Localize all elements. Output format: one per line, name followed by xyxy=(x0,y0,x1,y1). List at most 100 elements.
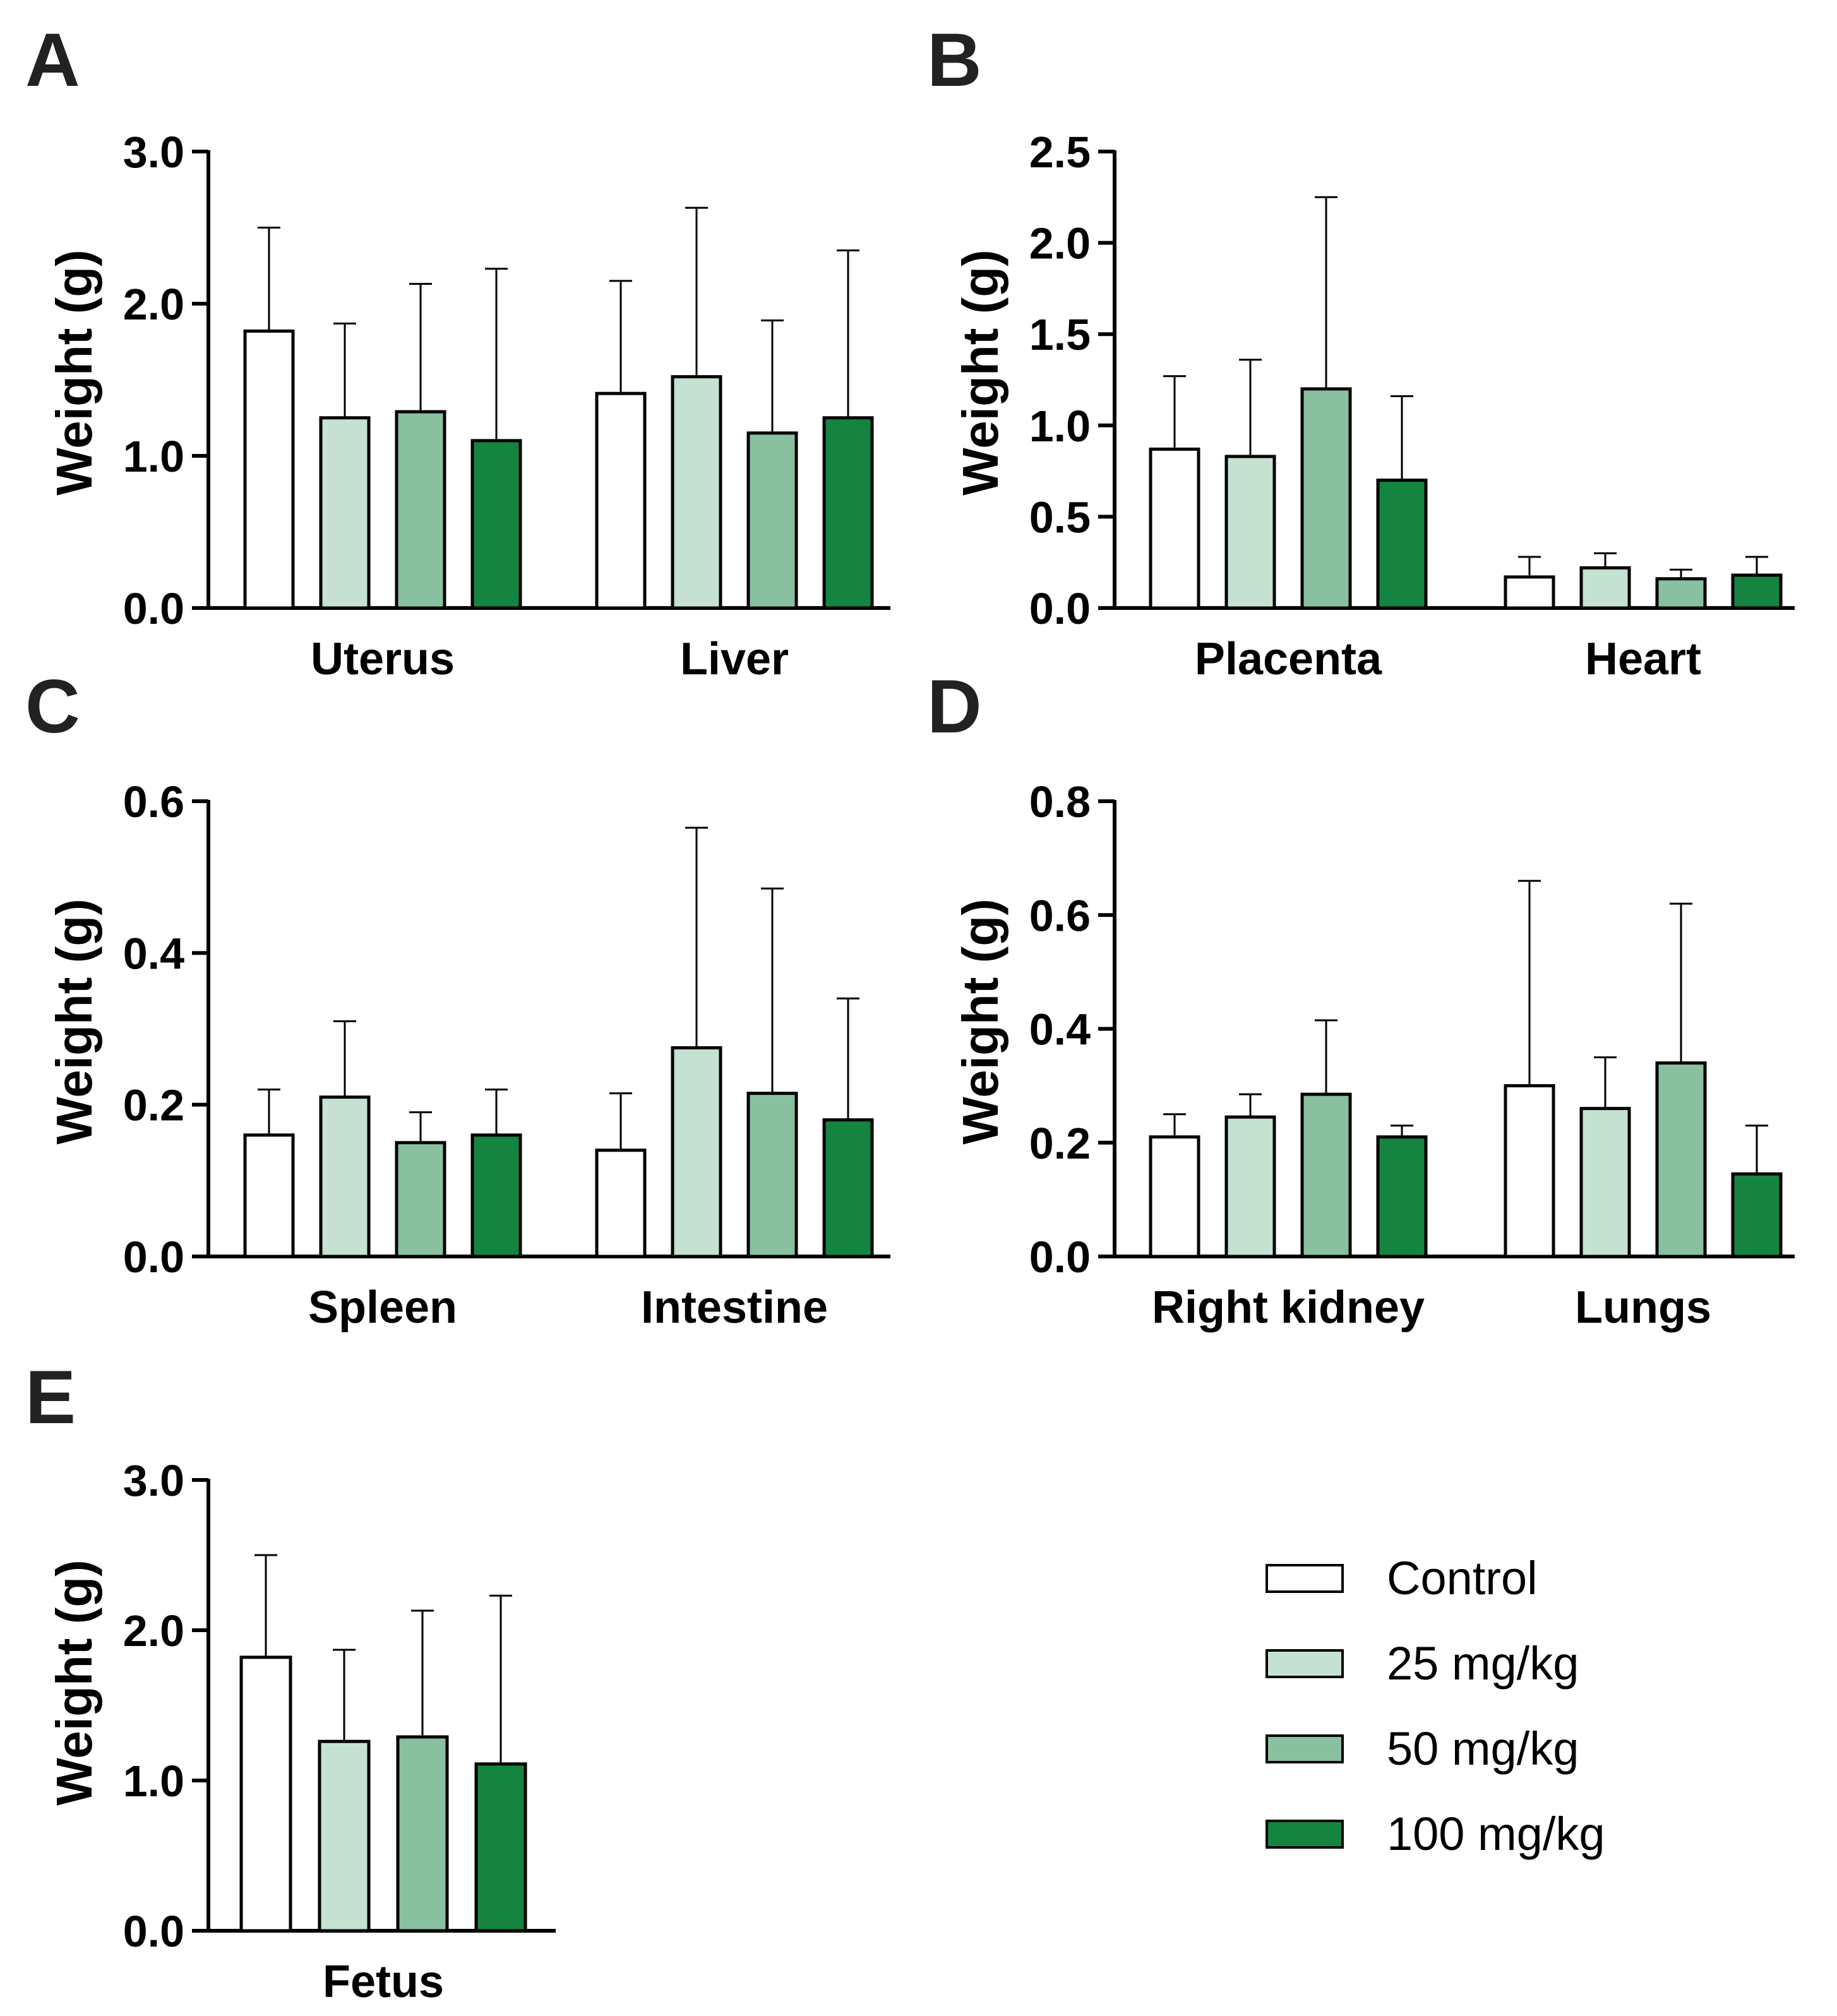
panel-b-bar-heart-control xyxy=(1504,575,1555,610)
panel-d-bar-right-kidney-50-mg-kg xyxy=(1300,1092,1352,1258)
panel-b-bar-heart-100-mg-kg xyxy=(1731,573,1783,610)
panel-a-bar-uterus-100-mg-kg xyxy=(470,439,522,610)
panel-a-bar-uterus-50-mg-kg xyxy=(395,410,446,610)
panel-b-letter: B xyxy=(927,18,982,102)
panel-c-bar-intestine-25-mg-kg xyxy=(671,1046,722,1258)
panel-a-ytick-label: 2.0 xyxy=(123,280,184,329)
panel-a-bar-liver-control xyxy=(595,391,647,610)
panel-b: B Weight (g) 0.0 0.5 1.0 1.5 2.0 2.5 Placenta H… xyxy=(927,18,1795,684)
panel-b-category-label-heart: Heart xyxy=(1585,634,1701,684)
panel-d: D Weight (g) 0.0 0.2 0.4 0.6 0.8 Right kidney… xyxy=(927,664,1795,1333)
panel-d-ytick-label: 0.6 xyxy=(1029,891,1091,940)
legend-item-25mg: 25 mg/kg xyxy=(1266,1637,1579,1690)
panel-b-ytick-label: 0.5 xyxy=(1029,492,1091,542)
panel-b-bar-placenta-control xyxy=(1149,447,1200,610)
panel-a-bar-liver-25-mg-kg xyxy=(671,375,722,610)
panel-c-bar-intestine-100-mg-kg xyxy=(822,1118,874,1258)
legend-label-25mg: 25 mg/kg xyxy=(1387,1637,1579,1690)
panel-e-letter: E xyxy=(25,1355,76,1440)
panel-b-plot: 0.0 0.5 1.0 1.5 2.0 2.5 Placenta Heart xyxy=(1029,128,1795,684)
panel-c: C Weight (g) 0.0 0.2 0.4 0.6 Spleen Intestine xyxy=(25,664,890,1333)
panel-e-bar-fetus-100-mg-kg xyxy=(474,1762,527,1933)
panel-c-category-label-intestine: Intestine xyxy=(641,1282,828,1333)
legend-item-50mg: 50 mg/kg xyxy=(1266,1722,1579,1775)
panel-a-bar-liver-50-mg-kg xyxy=(746,431,798,610)
panel-e-ylabel: Weight (g) xyxy=(46,1560,102,1806)
panel-b-bar-heart-25-mg-kg xyxy=(1579,566,1631,610)
panel-c-ytick-label: 0.2 xyxy=(123,1081,184,1130)
panel-a-ytick-label: 3.0 xyxy=(123,128,184,177)
panel-d-bar-right-kidney-100-mg-kg xyxy=(1376,1135,1428,1258)
panel-e-bar-fetus-50-mg-kg xyxy=(396,1735,449,1933)
panel-d-bar-lungs-25-mg-kg xyxy=(1579,1107,1631,1258)
panel-a-bar-uterus-control xyxy=(243,329,295,610)
panel-a-ytick-label: 1.0 xyxy=(123,432,184,481)
panel-a-bar-liver-100-mg-kg xyxy=(822,416,874,610)
panel-d-bar-lungs-100-mg-kg xyxy=(1731,1172,1783,1258)
panel-b-bar-placenta-100-mg-kg xyxy=(1376,479,1428,610)
legend-label-control: Control xyxy=(1387,1552,1538,1604)
panel-d-plot: 0.0 0.2 0.4 0.6 0.8 Right kidney Lungs xyxy=(1029,777,1795,1333)
panel-b-ytick-label: 2.0 xyxy=(1029,219,1091,268)
panel-a: A Weight (g) 0.0 1.0 2.0 3.0 Uterus Liver xyxy=(25,18,890,684)
panel-b-bar-placenta-25-mg-kg xyxy=(1224,455,1276,610)
panel-a-plot: 0.0 1.0 2.0 3.0 Uterus Liver xyxy=(123,128,890,684)
panel-e-ytick-label: 2.0 xyxy=(123,1606,184,1655)
panel-e-category-label-fetus: Fetus xyxy=(323,1957,444,2007)
panel-d-bar-lungs-control xyxy=(1504,1084,1555,1258)
panel-c-bar-intestine-control xyxy=(595,1148,647,1258)
panel-b-category-label-placenta: Placenta xyxy=(1195,634,1382,684)
panel-a-ytick-label: 0.0 xyxy=(123,584,184,633)
panel-a-ylabel: Weight (g) xyxy=(46,249,102,496)
panel-c-ylabel: Weight (g) xyxy=(46,898,102,1145)
panel-c-bar-spleen-control xyxy=(243,1133,295,1258)
panel-e: E Weight (g) 0.0 1.0 2.0 3.0 Fetus xyxy=(25,1355,556,2007)
panel-d-bar-right-kidney-control xyxy=(1149,1135,1200,1258)
panel-c-bar-spleen-100-mg-kg xyxy=(470,1133,522,1258)
panel-b-bar-placenta-50-mg-kg xyxy=(1300,387,1352,610)
legend-label-100mg: 100 mg/kg xyxy=(1387,1808,1605,1860)
legend-swatch-50mg xyxy=(1266,1734,1344,1763)
panel-b-ytick-label: 2.5 xyxy=(1029,128,1091,177)
panel-e-bar-fetus-25-mg-kg xyxy=(318,1739,371,1933)
panel-d-letter: D xyxy=(927,664,982,749)
panel-c-ytick-label: 0.4 xyxy=(123,929,184,978)
panel-c-letter: C xyxy=(25,664,80,749)
panel-c-plot: 0.0 0.2 0.4 0.6 Spleen Intestine xyxy=(123,777,890,1333)
panel-e-ytick-label: 1.0 xyxy=(123,1757,184,1806)
legend-item-control: Control xyxy=(1266,1552,1538,1604)
legend-item-100mg: 100 mg/kg xyxy=(1266,1808,1605,1860)
panel-d-ytick-label: 0.0 xyxy=(1029,1232,1091,1282)
panel-d-category-label-right-kidney: Right kidney xyxy=(1152,1282,1425,1333)
panel-a-letter: A xyxy=(25,18,80,102)
panel-d-ytick-label: 0.8 xyxy=(1029,777,1091,826)
panel-a-bar-uterus-25-mg-kg xyxy=(319,416,371,610)
panel-e-bar-fetus-control xyxy=(239,1655,292,1933)
panel-b-ytick-label: 0.0 xyxy=(1029,584,1091,633)
panel-e-ytick-label: 3.0 xyxy=(123,1456,184,1505)
panel-b-ylabel: Weight (g) xyxy=(952,249,1008,496)
panel-c-bar-spleen-25-mg-kg xyxy=(319,1095,371,1258)
panel-c-bar-intestine-50-mg-kg xyxy=(746,1092,798,1258)
panel-d-ylabel: Weight (g) xyxy=(952,898,1008,1145)
panel-c-ytick-label: 0.0 xyxy=(123,1232,184,1282)
panel-a-category-label-uterus: Uterus xyxy=(311,634,455,684)
panel-d-bar-lungs-50-mg-kg xyxy=(1655,1061,1707,1258)
legend-label-50mg: 50 mg/kg xyxy=(1387,1722,1579,1775)
panel-d-bar-right-kidney-25-mg-kg xyxy=(1224,1115,1276,1258)
panel-b-ytick-label: 1.5 xyxy=(1029,310,1091,359)
panel-d-category-label-lungs: Lungs xyxy=(1575,1282,1711,1333)
panel-d-ytick-label: 0.4 xyxy=(1029,1005,1091,1054)
legend-swatch-control xyxy=(1266,1564,1344,1593)
panel-c-ytick-label: 0.6 xyxy=(123,777,184,826)
panel-c-bar-spleen-50-mg-kg xyxy=(395,1141,446,1258)
panel-e-plot: 0.0 1.0 2.0 3.0 Fetus xyxy=(123,1456,556,2007)
panel-c-category-label-spleen: Spleen xyxy=(308,1282,457,1333)
legend-swatch-25mg xyxy=(1266,1649,1344,1678)
panel-e-ytick-label: 0.0 xyxy=(123,1907,184,1956)
panel-b-ytick-label: 1.0 xyxy=(1029,402,1091,451)
panel-b-bar-heart-50-mg-kg xyxy=(1655,577,1707,610)
panel-a-category-label-liver: Liver xyxy=(680,634,789,684)
panel-d-ytick-label: 0.2 xyxy=(1029,1119,1091,1168)
